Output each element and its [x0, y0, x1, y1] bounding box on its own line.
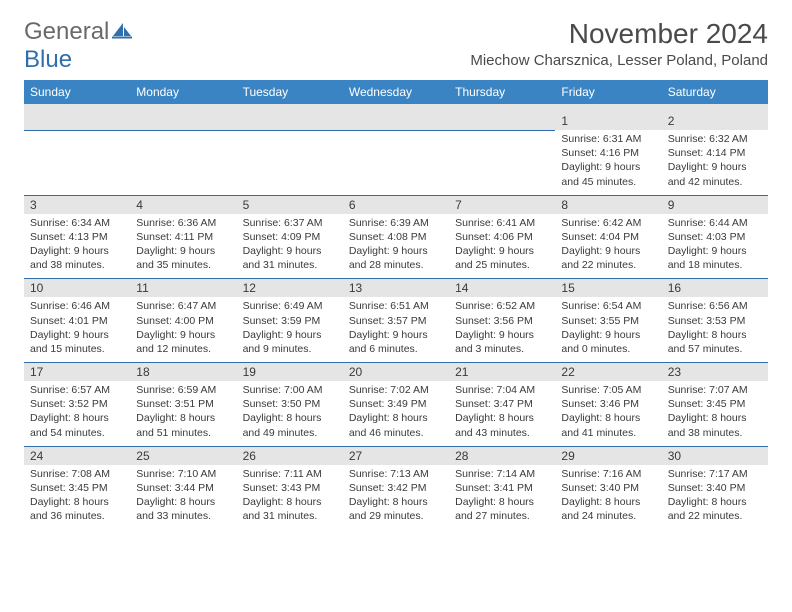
weekday-header: Sunday	[24, 80, 130, 104]
day-detail-cell: Sunrise: 7:07 AMSunset: 3:45 PMDaylight:…	[662, 381, 768, 446]
day-number-cell: 22	[555, 363, 661, 382]
day-number-cell: 26	[237, 446, 343, 465]
spacer-row	[24, 104, 768, 112]
day-detail-cell: Sunrise: 6:44 AMSunset: 4:03 PMDaylight:…	[662, 214, 768, 279]
location: Miechow Charsznica, Lesser Poland, Polan…	[470, 52, 768, 69]
day-detail-cell: Sunrise: 7:08 AMSunset: 3:45 PMDaylight:…	[24, 465, 130, 530]
day-number-cell: 8	[555, 195, 661, 214]
day-detail-cell: Sunrise: 6:51 AMSunset: 3:57 PMDaylight:…	[343, 297, 449, 362]
day-number-row: 10111213141516	[24, 279, 768, 298]
day-detail-row: Sunrise: 6:31 AMSunset: 4:16 PMDaylight:…	[24, 130, 768, 195]
day-detail-cell	[24, 130, 130, 195]
day-number-cell: 2	[662, 112, 768, 130]
day-number-row: 24252627282930	[24, 446, 768, 465]
day-detail-cell: Sunrise: 7:13 AMSunset: 3:42 PMDaylight:…	[343, 465, 449, 530]
day-detail-cell: Sunrise: 7:11 AMSunset: 3:43 PMDaylight:…	[237, 465, 343, 530]
weekday-header: Thursday	[449, 80, 555, 104]
day-number-row: 3456789	[24, 195, 768, 214]
day-number-cell: 29	[555, 446, 661, 465]
day-detail-cell: Sunrise: 6:57 AMSunset: 3:52 PMDaylight:…	[24, 381, 130, 446]
day-number-cell: 13	[343, 279, 449, 298]
day-number-cell	[449, 112, 555, 130]
day-number-cell: 4	[130, 195, 236, 214]
day-detail-cell: Sunrise: 7:17 AMSunset: 3:40 PMDaylight:…	[662, 465, 768, 530]
logo: GeneralBlue	[24, 18, 133, 74]
day-detail-cell: Sunrise: 6:37 AMSunset: 4:09 PMDaylight:…	[237, 214, 343, 279]
day-detail-cell: Sunrise: 6:31 AMSunset: 4:16 PMDaylight:…	[555, 130, 661, 195]
day-number-cell: 24	[24, 446, 130, 465]
day-number-cell: 11	[130, 279, 236, 298]
day-number-cell: 27	[343, 446, 449, 465]
day-detail-cell: Sunrise: 7:14 AMSunset: 3:41 PMDaylight:…	[449, 465, 555, 530]
weekday-header: Saturday	[662, 80, 768, 104]
day-number-cell	[130, 112, 236, 130]
day-number-cell: 3	[24, 195, 130, 214]
day-number-cell: 16	[662, 279, 768, 298]
day-detail-cell: Sunrise: 6:34 AMSunset: 4:13 PMDaylight:…	[24, 214, 130, 279]
logo-sail-icon	[111, 18, 133, 46]
day-number-row: 12	[24, 112, 768, 130]
day-detail-cell: Sunrise: 7:02 AMSunset: 3:49 PMDaylight:…	[343, 381, 449, 446]
day-detail-row: Sunrise: 6:46 AMSunset: 4:01 PMDaylight:…	[24, 297, 768, 362]
day-detail-cell: Sunrise: 6:54 AMSunset: 3:55 PMDaylight:…	[555, 297, 661, 362]
day-detail-row: Sunrise: 7:08 AMSunset: 3:45 PMDaylight:…	[24, 465, 768, 530]
day-detail-cell: Sunrise: 6:32 AMSunset: 4:14 PMDaylight:…	[662, 130, 768, 195]
day-detail-cell: Sunrise: 7:16 AMSunset: 3:40 PMDaylight:…	[555, 465, 661, 530]
day-number-cell: 5	[237, 195, 343, 214]
day-number-cell: 17	[24, 363, 130, 382]
day-number-cell: 10	[24, 279, 130, 298]
day-detail-row: Sunrise: 6:34 AMSunset: 4:13 PMDaylight:…	[24, 214, 768, 279]
day-number-cell: 7	[449, 195, 555, 214]
day-number-cell: 25	[130, 446, 236, 465]
day-detail-cell: Sunrise: 6:39 AMSunset: 4:08 PMDaylight:…	[343, 214, 449, 279]
day-detail-cell: Sunrise: 6:46 AMSunset: 4:01 PMDaylight:…	[24, 297, 130, 362]
month-title: November 2024	[470, 18, 768, 50]
day-detail-cell: Sunrise: 6:36 AMSunset: 4:11 PMDaylight:…	[130, 214, 236, 279]
day-number-cell: 12	[237, 279, 343, 298]
day-number-cell: 20	[343, 363, 449, 382]
day-detail-cell: Sunrise: 7:04 AMSunset: 3:47 PMDaylight:…	[449, 381, 555, 446]
weekday-header: Tuesday	[237, 80, 343, 104]
day-detail-cell: Sunrise: 7:05 AMSunset: 3:46 PMDaylight:…	[555, 381, 661, 446]
title-block: November 2024 Miechow Charsznica, Lesser…	[470, 18, 768, 69]
day-number-row: 17181920212223	[24, 363, 768, 382]
day-number-cell: 30	[662, 446, 768, 465]
day-number-cell: 9	[662, 195, 768, 214]
day-number-cell: 1	[555, 112, 661, 130]
day-number-cell: 15	[555, 279, 661, 298]
weekday-header-row: SundayMondayTuesdayWednesdayThursdayFrid…	[24, 80, 768, 104]
day-detail-cell: Sunrise: 6:52 AMSunset: 3:56 PMDaylight:…	[449, 297, 555, 362]
day-detail-cell: Sunrise: 6:56 AMSunset: 3:53 PMDaylight:…	[662, 297, 768, 362]
weekday-header: Friday	[555, 80, 661, 104]
day-detail-cell: Sunrise: 6:49 AMSunset: 3:59 PMDaylight:…	[237, 297, 343, 362]
weekday-header: Wednesday	[343, 80, 449, 104]
day-detail-cell	[343, 130, 449, 195]
day-detail-cell: Sunrise: 6:59 AMSunset: 3:51 PMDaylight:…	[130, 381, 236, 446]
day-number-cell: 28	[449, 446, 555, 465]
day-number-cell	[24, 112, 130, 130]
day-number-cell: 19	[237, 363, 343, 382]
day-detail-row: Sunrise: 6:57 AMSunset: 3:52 PMDaylight:…	[24, 381, 768, 446]
day-detail-cell	[237, 130, 343, 195]
day-number-cell: 18	[130, 363, 236, 382]
day-number-cell: 6	[343, 195, 449, 214]
day-detail-cell: Sunrise: 6:41 AMSunset: 4:06 PMDaylight:…	[449, 214, 555, 279]
day-detail-cell	[449, 130, 555, 195]
day-detail-cell: Sunrise: 6:47 AMSunset: 4:00 PMDaylight:…	[130, 297, 236, 362]
header: GeneralBlue November 2024 Miechow Charsz…	[24, 18, 768, 74]
day-number-cell: 21	[449, 363, 555, 382]
day-number-cell: 14	[449, 279, 555, 298]
day-detail-cell	[130, 130, 236, 195]
day-number-cell	[343, 112, 449, 130]
day-detail-cell: Sunrise: 6:42 AMSunset: 4:04 PMDaylight:…	[555, 214, 661, 279]
day-number-cell	[237, 112, 343, 130]
weekday-header: Monday	[130, 80, 236, 104]
calendar-table: SundayMondayTuesdayWednesdayThursdayFrid…	[24, 80, 768, 529]
day-detail-cell: Sunrise: 7:00 AMSunset: 3:50 PMDaylight:…	[237, 381, 343, 446]
day-detail-cell: Sunrise: 7:10 AMSunset: 3:44 PMDaylight:…	[130, 465, 236, 530]
day-number-cell: 23	[662, 363, 768, 382]
